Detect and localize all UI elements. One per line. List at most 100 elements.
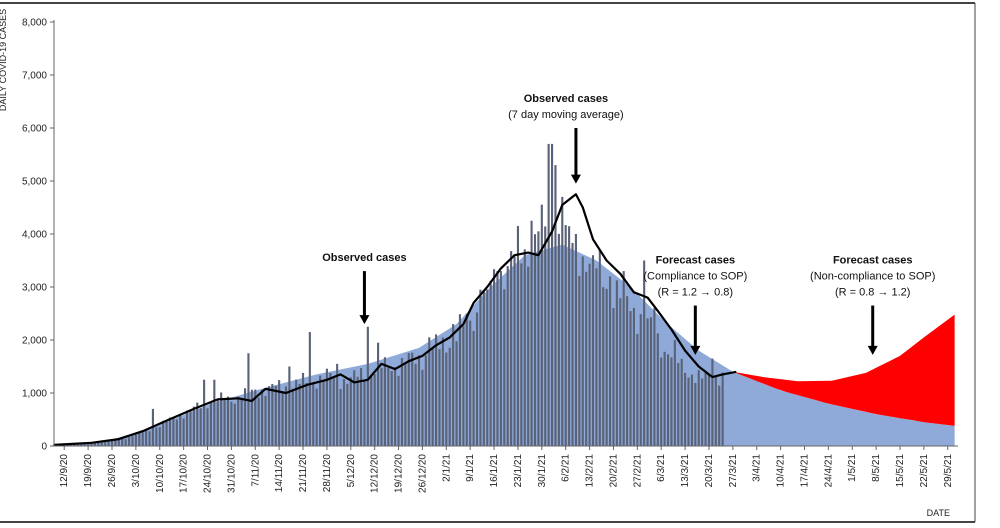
observed-bar bbox=[380, 367, 383, 446]
observed-bar bbox=[421, 369, 424, 446]
forecast-non-compliance-area bbox=[732, 314, 955, 426]
annotation-title: Forecast cases bbox=[656, 255, 736, 267]
y-tick-label: 5,000 bbox=[22, 177, 47, 188]
observed-bar bbox=[257, 397, 260, 446]
observed-bar bbox=[336, 363, 339, 446]
x-tick-label: 30/1/21 bbox=[537, 454, 548, 488]
observed-bar bbox=[503, 289, 506, 446]
observed-bar bbox=[387, 367, 390, 446]
observed-bar bbox=[117, 439, 120, 446]
observed-bar bbox=[366, 326, 369, 446]
observed-bar bbox=[370, 375, 373, 446]
observed-bar bbox=[73, 443, 76, 446]
y-tick-label: 1,000 bbox=[22, 389, 47, 400]
observed-bar bbox=[472, 330, 475, 446]
observed-bar bbox=[87, 442, 90, 446]
observed-bar bbox=[261, 389, 264, 446]
observed-bar bbox=[199, 408, 202, 446]
observed-bar bbox=[175, 419, 178, 446]
observed-bar bbox=[697, 370, 700, 446]
observed-bar bbox=[595, 268, 598, 446]
observed-bar bbox=[114, 438, 117, 446]
observed-bar bbox=[626, 296, 629, 446]
x-tick-label: 28/11/20 bbox=[322, 454, 333, 493]
observed-bar bbox=[417, 355, 421, 446]
x-tick-label: 24/10/20 bbox=[203, 454, 214, 493]
observed-bar bbox=[574, 234, 577, 446]
observed-bar bbox=[424, 355, 427, 446]
observed-bar bbox=[533, 234, 537, 446]
x-tick-label: 19/12/20 bbox=[394, 454, 405, 493]
annotation-title: Observed cases bbox=[322, 252, 406, 264]
x-tick-label: 5/12/20 bbox=[346, 454, 357, 488]
observed-bar bbox=[428, 337, 431, 446]
observed-bar bbox=[377, 342, 380, 446]
observed-bar bbox=[281, 392, 284, 446]
x-tick-label: 9/1/21 bbox=[465, 454, 476, 482]
annotation-title: Observed cases bbox=[524, 93, 608, 105]
observed-bar bbox=[110, 439, 114, 446]
observed-bar bbox=[298, 383, 301, 446]
observed-bar bbox=[714, 376, 717, 446]
observed-bar bbox=[291, 388, 294, 446]
x-tick-label: 29/5/21 bbox=[943, 454, 954, 488]
observed-bar bbox=[605, 288, 608, 446]
observed-bar bbox=[551, 143, 554, 446]
x-tick-label: 13/3/21 bbox=[680, 454, 691, 488]
observed-bar bbox=[165, 421, 168, 446]
observed-bar bbox=[636, 333, 639, 446]
observed-bar bbox=[673, 340, 676, 446]
observed-bar bbox=[138, 431, 141, 446]
x-tick-label: 27/2/21 bbox=[632, 454, 643, 488]
observed-bar bbox=[134, 434, 137, 446]
observed-bar bbox=[288, 366, 291, 446]
observed-bar bbox=[510, 251, 513, 446]
observed-bar bbox=[315, 388, 318, 446]
observed-bar bbox=[684, 372, 687, 446]
observed-bar bbox=[465, 313, 468, 446]
observed-bar bbox=[216, 400, 219, 446]
x-tick-label: 19/9/20 bbox=[83, 454, 94, 488]
observed-bar bbox=[448, 347, 451, 446]
x-tick-label: 15/5/21 bbox=[895, 454, 906, 488]
moving-average-line bbox=[53, 193, 737, 446]
observed-bar bbox=[694, 382, 697, 446]
observed-bar bbox=[185, 410, 189, 446]
observed-bar bbox=[394, 367, 397, 446]
observed-bar bbox=[441, 337, 444, 446]
x-tick-label: 31/10/20 bbox=[226, 454, 237, 493]
observed-bar bbox=[496, 271, 499, 446]
observed-bar bbox=[172, 417, 175, 446]
x-tick-label: 16/1/21 bbox=[489, 454, 500, 488]
observed-bar bbox=[196, 402, 199, 446]
observed-bar bbox=[223, 400, 226, 446]
observed-bar bbox=[230, 401, 233, 446]
y-tick-label: 7,000 bbox=[22, 71, 47, 82]
observed-bar bbox=[124, 439, 127, 446]
observed-bar bbox=[677, 362, 680, 446]
observed-bar bbox=[233, 403, 236, 446]
annotation-line: (Compliance to SOP) bbox=[643, 271, 747, 283]
observed-bar bbox=[588, 263, 591, 446]
observed-bar bbox=[76, 443, 79, 446]
observed-bar bbox=[486, 289, 489, 446]
annotation-arrow-head bbox=[690, 345, 701, 355]
observed-bar bbox=[404, 362, 407, 446]
observed-bar bbox=[254, 389, 257, 446]
observed-bar bbox=[670, 357, 673, 446]
annotation-line: (Non-compliance to SOP) bbox=[810, 271, 935, 283]
observed-bar bbox=[203, 379, 206, 446]
observed-bar bbox=[544, 226, 547, 446]
observed-bar bbox=[469, 320, 472, 446]
observed-bar bbox=[250, 389, 253, 446]
x-tick-label: 23/1/21 bbox=[513, 454, 524, 488]
x-tick-label: 20/2/21 bbox=[608, 454, 619, 488]
y-tick-label: 0 bbox=[41, 442, 47, 453]
observed-bar bbox=[83, 443, 86, 446]
moving-average-path bbox=[53, 193, 737, 446]
observed-bar bbox=[278, 380, 281, 446]
annotation-line: (7 day moving average) bbox=[508, 109, 624, 121]
observed-bar bbox=[121, 438, 124, 446]
observed-bar bbox=[554, 165, 557, 446]
